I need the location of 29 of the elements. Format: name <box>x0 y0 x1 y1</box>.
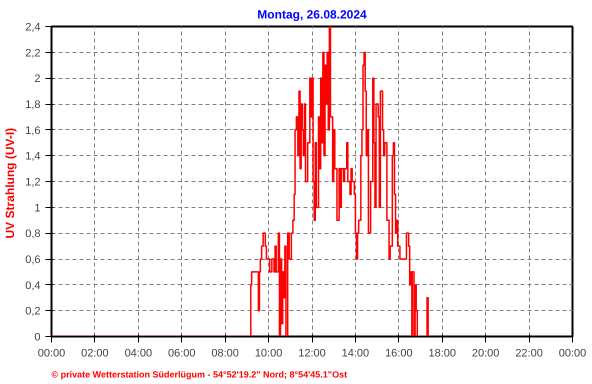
y-axis-title: UV Strahlung (UV-I) <box>3 128 18 238</box>
y-tick-label: 0,4 <box>25 280 41 292</box>
x-tick-label: 22:00 <box>515 348 543 360</box>
x-tick-label: 16:00 <box>385 348 413 360</box>
y-tick-label: 1,6 <box>25 124 41 137</box>
x-tick-label: 00:00 <box>38 348 66 360</box>
x-tick-label: 06:00 <box>168 348 196 360</box>
y-tick-label: 2 <box>34 73 41 86</box>
y-tick-label: 1,2 <box>25 176 41 188</box>
x-tick-label: 10:00 <box>254 348 282 360</box>
x-tick-label: 18:00 <box>428 348 456 360</box>
x-tick-label: 14:00 <box>342 348 370 360</box>
y-tick-label: 0 <box>34 332 41 344</box>
x-tick-label: 00:00 <box>558 348 586 360</box>
y-tick-label: 2,4 <box>25 22 41 34</box>
x-tick-label: 02:00 <box>81 348 109 360</box>
x-tick-label: 12:00 <box>298 348 326 360</box>
y-tick-label: 0,2 <box>25 306 41 318</box>
chart-title: Montag, 26.08.2024 <box>257 8 368 22</box>
y-tick-label: 1,4 <box>25 150 41 163</box>
y-tick-label: 0,8 <box>25 228 41 240</box>
y-tick-label: 2,2 <box>25 47 41 60</box>
x-tick-label: 08:00 <box>211 348 239 360</box>
x-tick-label: 04:00 <box>124 348 152 360</box>
y-tick-label: 1,8 <box>25 99 41 111</box>
x-tick-label: 20:00 <box>472 348 500 360</box>
y-tick-label: 0,6 <box>25 254 41 266</box>
y-tick-label: 1 <box>34 202 41 214</box>
text: © private Wetterstation Süderlügum - 54°52'19.2" Nord; 8°54'45.1"Ost <box>52 370 348 380</box>
